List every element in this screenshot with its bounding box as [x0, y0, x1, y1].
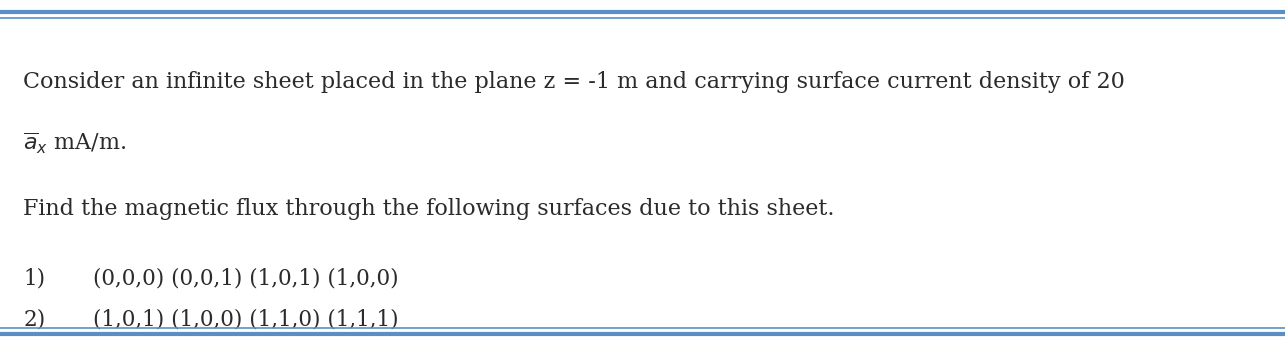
Text: Consider an infinite sheet placed in the plane z = -1 m and carrying surface cur: Consider an infinite sheet placed in the…: [23, 71, 1124, 93]
Text: (1,0,1) (1,0,0) (1,1,0) (1,1,1): (1,0,1) (1,0,0) (1,1,0) (1,1,1): [93, 308, 398, 331]
Text: (0,0,0) (0,0,1) (1,0,1) (1,0,0): (0,0,0) (0,0,1) (1,0,1) (1,0,0): [93, 268, 398, 290]
Text: Find the magnetic flux through the following surfaces due to this sheet.: Find the magnetic flux through the follo…: [23, 198, 835, 220]
Text: 2): 2): [23, 308, 45, 331]
Text: 1): 1): [23, 268, 45, 290]
Text: $\overline{a}_x$ mA/m.: $\overline{a}_x$ mA/m.: [23, 131, 127, 156]
